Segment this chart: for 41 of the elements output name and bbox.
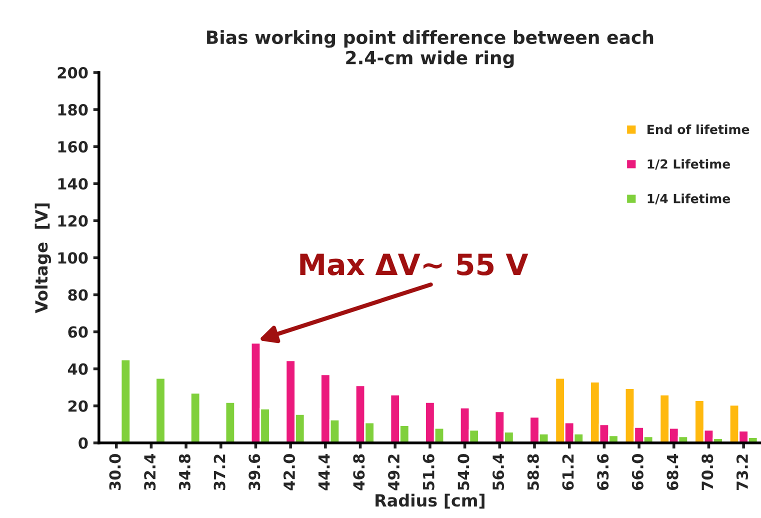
y-tick-label: 200	[58, 66, 88, 79]
y-axis-title: Voltage [V]	[34, 203, 52, 314]
x-tick-label: 44.4	[318, 454, 330, 490]
x-tick-label: 39.6	[248, 454, 260, 490]
bar	[155, 377, 166, 443]
x-tick-label: 30.0	[109, 454, 121, 490]
y-tick-label: 80	[68, 289, 88, 301]
legend-label: 1/2 Lifetime	[648, 159, 730, 170]
x-tick-label: 37.2	[214, 454, 226, 490]
legend-label: End of lifetime	[648, 124, 750, 134]
x-tick-label: 34.8	[178, 454, 190, 490]
bar	[224, 401, 236, 443]
y-tick-label: 40	[68, 363, 88, 375]
x-tick-label: 61.2	[562, 454, 574, 490]
y-tick-label: 180	[58, 104, 88, 116]
x-tick-label: 49.2	[388, 454, 400, 490]
bar	[120, 358, 131, 443]
x-tick-label: 46.8	[353, 454, 365, 490]
x-tick-label: 42.0	[283, 454, 296, 490]
x-tick-label: 66.0	[632, 454, 644, 490]
x-tick-label: 58.8	[527, 454, 539, 490]
y-tick-label: 20	[68, 400, 88, 412]
bar	[190, 392, 201, 443]
x-tick-label: 70.8	[702, 454, 714, 490]
x-tick-label: 68.4	[666, 454, 678, 490]
y-tick-label: 60	[68, 326, 88, 338]
x-tick-label: 56.4	[492, 454, 504, 490]
x-tick-label: 54.0	[458, 454, 470, 490]
y-tick-label: 160	[58, 141, 88, 153]
y-tick-label: 140	[58, 178, 88, 190]
y-tick-label: 100	[58, 252, 88, 264]
x-axis-title: Radius [cm]	[376, 494, 484, 509]
x-tick-label: 32.4	[144, 454, 156, 490]
x-tick-label: 73.2	[736, 454, 748, 490]
y-tick-label: 120	[58, 215, 88, 227]
y-tick-label: 0	[78, 437, 88, 449]
annotation: Max ΔV~ 55 V	[300, 254, 528, 276]
chart-title: Bias working point difference between each 2.4-cm wide ring	[207, 30, 654, 68]
legend-label: 1/4 Lifetime	[648, 194, 730, 204]
x-tick-label: 51.6	[422, 454, 434, 490]
x-tick-label: 63.6	[597, 454, 609, 490]
